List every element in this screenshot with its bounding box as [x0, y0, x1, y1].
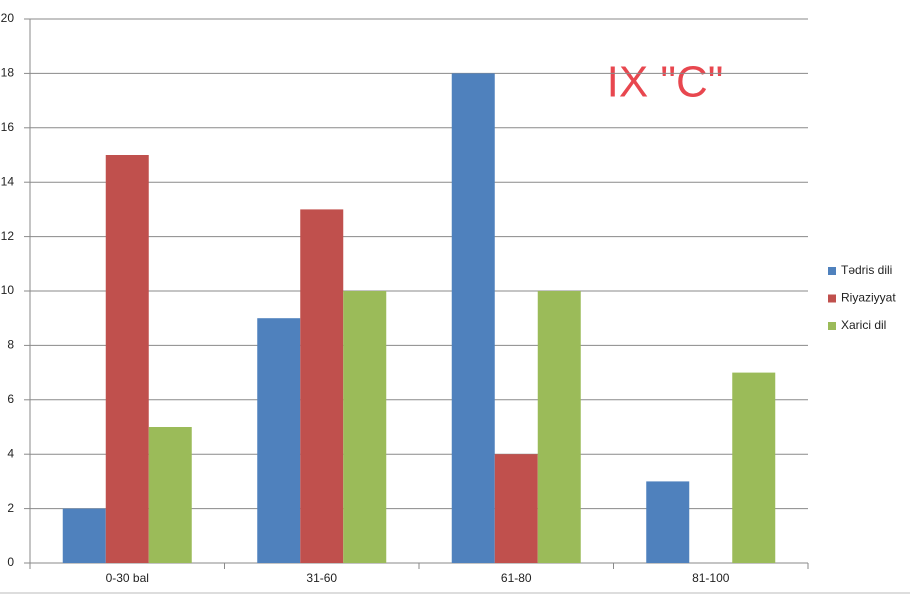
y-tick-label: 4: [7, 446, 14, 460]
legend-swatch: [828, 294, 836, 303]
legend-label: Riyaziyyat: [841, 291, 896, 305]
y-tick-label: 20: [1, 11, 15, 25]
bar: [494, 454, 538, 563]
bar: [343, 291, 387, 563]
bar: [300, 209, 344, 563]
y-tick-label: 2: [7, 501, 14, 515]
y-tick-label: 18: [1, 66, 15, 80]
bar: [451, 73, 495, 564]
legend-label: Tədris dili: [841, 263, 892, 277]
bar: [105, 155, 149, 563]
y-tick-label: 14: [1, 174, 15, 188]
x-tick-label: 81-100: [692, 571, 730, 585]
bar: [62, 508, 106, 563]
y-tick-label: 8: [7, 338, 14, 352]
y-tick-label: 6: [7, 392, 14, 406]
bar: [646, 481, 690, 563]
x-tick-label: 31-60: [306, 571, 337, 585]
x-tick-label: 61-80: [501, 571, 532, 585]
y-tick-label: 12: [1, 229, 15, 243]
bar: [257, 318, 301, 563]
legend-swatch: [828, 267, 836, 275]
bar: [732, 372, 776, 563]
x-tick-label: 0-30 bal: [106, 571, 149, 585]
y-tick-label: 16: [1, 120, 15, 134]
bar: [148, 427, 192, 563]
legend-swatch: [828, 322, 836, 330]
legend-label: Xarici dil: [841, 318, 886, 332]
y-tick-label: 0: [7, 555, 14, 569]
bar: [537, 291, 581, 563]
y-tick-label: 10: [1, 283, 15, 297]
chart-title: IX "C": [607, 58, 724, 107]
